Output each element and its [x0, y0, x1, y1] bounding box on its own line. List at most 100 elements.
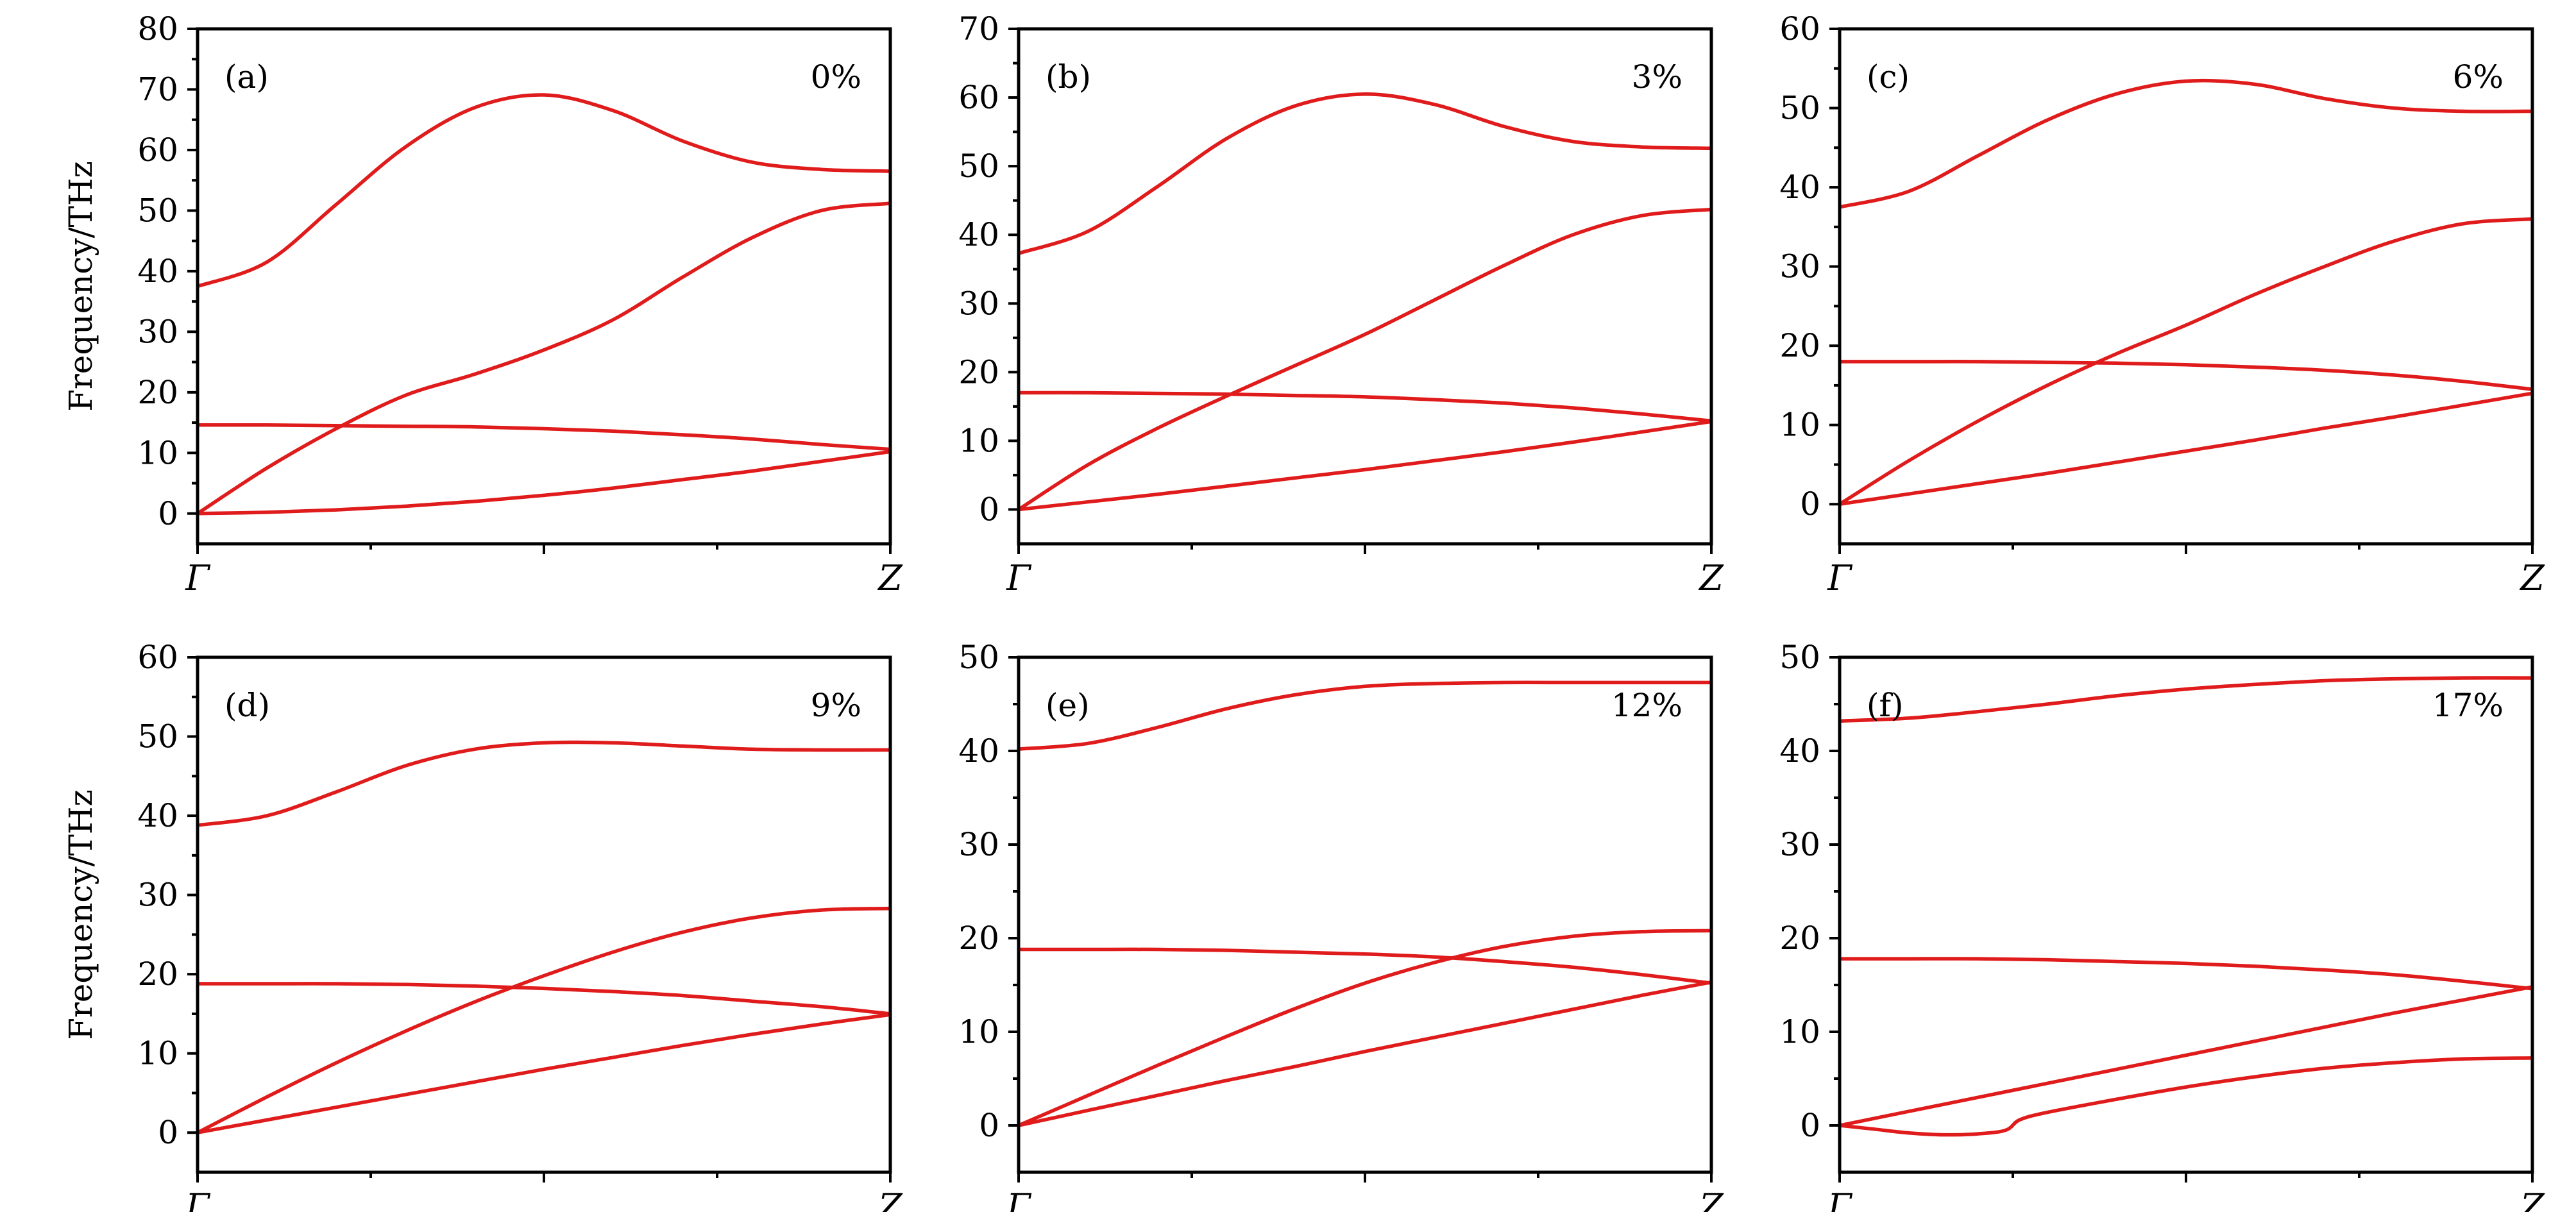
- y-tick-label: 30: [1779, 826, 1820, 863]
- y-tick-label: 0: [1800, 1107, 1820, 1144]
- z-point-label: Z: [877, 1186, 903, 1212]
- y-tick-label: 60: [958, 79, 999, 116]
- phonon-branch-line: [1840, 78, 2532, 209]
- y-tick-label: 0: [158, 495, 178, 532]
- z-point-label: Z: [2519, 558, 2545, 598]
- strain-label: 9%: [811, 687, 861, 724]
- phonon-branch-line: [1840, 985, 2532, 1127]
- z-point-label: Z: [1698, 1186, 1724, 1212]
- plot-frame: [1017, 27, 1713, 546]
- y-tick-label: 40: [1779, 732, 1820, 770]
- plot-frame: [196, 27, 892, 546]
- phonon-branch-line: [1840, 676, 2532, 723]
- y-tick-label: 40: [137, 253, 178, 290]
- y-tick-label: 50: [137, 192, 178, 229]
- y-tick-label: 30: [137, 877, 178, 914]
- panel-tag: (e): [1046, 687, 1090, 724]
- z-point-label: Z: [877, 558, 903, 598]
- y-tick-label: 30: [1779, 248, 1820, 285]
- gamma-point-label: Γ: [1827, 558, 1853, 598]
- strain-label: 12%: [1611, 687, 1682, 724]
- phonon-branch-line: [1019, 980, 1711, 1127]
- y-tick-label: 40: [137, 797, 178, 834]
- phonon-branch-line: [1019, 947, 1711, 985]
- y-tick-label: 20: [137, 955, 178, 993]
- phonon-branch-line: [1019, 680, 1711, 751]
- y-tick-label: 80: [137, 10, 178, 47]
- y-tick-label: 70: [958, 10, 999, 47]
- y-tick-label: 50: [1779, 90, 1820, 127]
- panel-tag: (d): [225, 687, 270, 724]
- plot-frame: [1838, 655, 2534, 1174]
- y-axis-title: Frequency/THz: [62, 161, 99, 412]
- phonon-branch-line: [198, 982, 890, 1016]
- phonon-branch-line: [1019, 391, 1711, 423]
- y-tick-label: 0: [979, 1107, 999, 1144]
- y-axis-title: Frequency/THz: [62, 789, 99, 1040]
- y-tick-label: 20: [137, 374, 178, 411]
- y-tick-label: 50: [137, 718, 178, 755]
- y-tick-label: 10: [958, 422, 999, 459]
- y-tick-label: 10: [1779, 1013, 1820, 1050]
- phonon-branch-line: [1840, 1056, 2532, 1137]
- strain-label: 17%: [2432, 687, 2504, 724]
- gamma-point-label: Γ: [1006, 1186, 1032, 1212]
- y-tick-label: 30: [137, 313, 178, 350]
- y-tick-label: 0: [158, 1114, 178, 1151]
- phonon-branch-line: [1840, 391, 2532, 506]
- phonon-branch-line: [198, 1013, 890, 1134]
- gamma-point-label: Γ: [1827, 1186, 1853, 1212]
- panel-tag: (b): [1046, 58, 1091, 96]
- y-tick-label: 60: [137, 131, 178, 169]
- y-tick-label: 0: [1800, 485, 1820, 523]
- phonon-branch-line: [198, 93, 890, 289]
- y-tick-label: 40: [1779, 169, 1820, 206]
- y-tick-label: 20: [1779, 920, 1820, 957]
- gamma-point-label: Γ: [185, 1186, 211, 1212]
- y-tick-label: 70: [137, 71, 178, 108]
- y-tick-label: 50: [1779, 639, 1820, 676]
- z-point-label: Z: [2519, 1186, 2545, 1212]
- y-tick-label: 40: [958, 216, 999, 253]
- strain-label: 3%: [1632, 58, 1682, 96]
- strain-label: 0%: [811, 58, 861, 96]
- phonon-branch-line: [1840, 217, 2532, 506]
- y-tick-label: 50: [958, 639, 999, 676]
- y-tick-label: 40: [958, 732, 999, 770]
- z-point-label: Z: [1698, 558, 1724, 598]
- y-tick-label: 30: [958, 826, 999, 863]
- gamma-point-label: Γ: [1006, 558, 1032, 598]
- gamma-point-label: Γ: [185, 558, 211, 598]
- phonon-branch-line: [1019, 419, 1711, 512]
- y-tick-label: 20: [1779, 327, 1820, 364]
- y-tick-label: 10: [958, 1013, 999, 1050]
- panel-tag: (c): [1867, 58, 1910, 96]
- plot-frame: [1838, 27, 2534, 546]
- y-tick-label: 30: [958, 285, 999, 322]
- plot-frame: [196, 655, 892, 1174]
- y-tick-label: 50: [958, 147, 999, 185]
- y-tick-label: 20: [958, 920, 999, 957]
- panel-tag: (f): [1867, 687, 1904, 724]
- phonon-branch-line: [1840, 957, 2532, 991]
- y-tick-label: 10: [1779, 407, 1820, 444]
- phonon-branch-line: [198, 906, 890, 1134]
- y-tick-label: 20: [958, 353, 999, 391]
- y-tick-label: 60: [1779, 10, 1820, 47]
- y-tick-label: 10: [137, 1035, 178, 1072]
- phonon-branch-line: [198, 201, 890, 516]
- y-tick-label: 10: [137, 434, 178, 471]
- y-tick-label: 60: [137, 639, 178, 676]
- phonon-branch-line: [1019, 929, 1711, 1127]
- strain-label: 6%: [2453, 58, 2504, 96]
- phonon-branch-line: [1019, 207, 1711, 512]
- phonon-branch-line: [198, 740, 890, 827]
- phonon-branch-line: [198, 450, 890, 516]
- phonon-branch-line: [1840, 360, 2532, 391]
- plot-frame: [1017, 655, 1713, 1174]
- panel-tag: (a): [225, 58, 269, 96]
- y-tick-label: 0: [979, 491, 999, 528]
- phonon-branch-line: [1019, 92, 1711, 255]
- phonon-branch-line: [198, 423, 890, 451]
